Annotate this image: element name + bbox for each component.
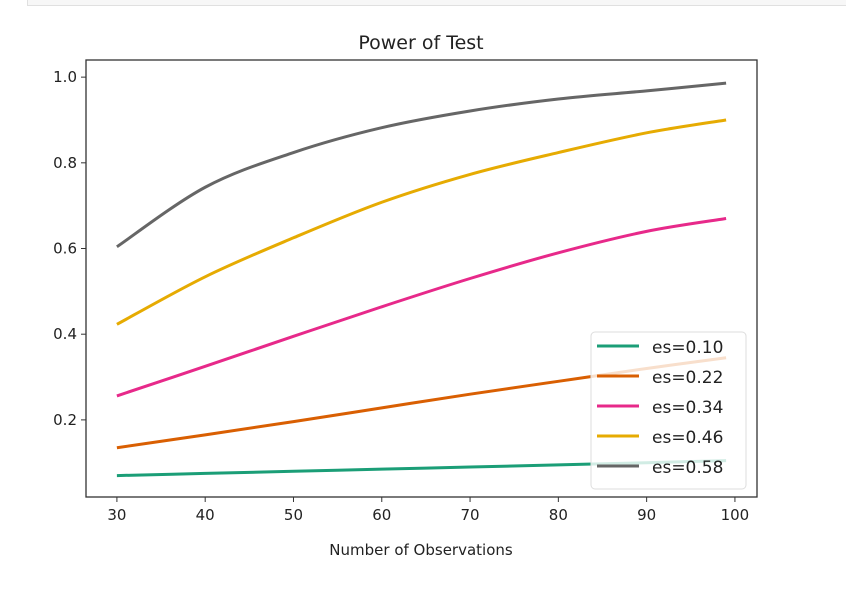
legend-label: es=0.22 <box>652 368 723 388</box>
legend: es=0.10 es=0.22 es=0.34 es=0.46 es=0.58 <box>590 331 747 490</box>
x-tick-label: 100 <box>721 506 750 524</box>
legend-label: es=0.34 <box>652 398 723 418</box>
x-tick-label: 50 <box>284 506 303 524</box>
chart-title: Power of Test <box>358 32 483 54</box>
notebook-cell-border <box>27 0 846 6</box>
legend-box <box>590 331 747 490</box>
y-tick-label: 0.4 <box>53 325 77 343</box>
x-tick-label: 40 <box>196 506 215 524</box>
x-tick-label: 60 <box>372 506 391 524</box>
series-line-3 <box>116 118 727 326</box>
legend-label: es=0.58 <box>652 458 723 478</box>
x-axis-label: Number of Observations <box>329 541 513 559</box>
legend-label: es=0.46 <box>652 428 723 448</box>
x-tick-label: 30 <box>107 506 126 524</box>
axes-frame <box>85 59 758 498</box>
x-tick-label: 90 <box>637 506 656 524</box>
series-line-4 <box>116 81 727 249</box>
series-line-2 <box>116 217 727 398</box>
x-tick-label: 70 <box>461 506 480 524</box>
legend-label: es=0.10 <box>652 338 723 358</box>
x-tick-label: 80 <box>549 506 568 524</box>
y-tick-label: 0.2 <box>53 411 77 429</box>
y-tick-label: 0.6 <box>53 240 77 258</box>
y-tick-label: 0.8 <box>53 154 77 172</box>
y-tick-label: 1.0 <box>53 68 77 86</box>
